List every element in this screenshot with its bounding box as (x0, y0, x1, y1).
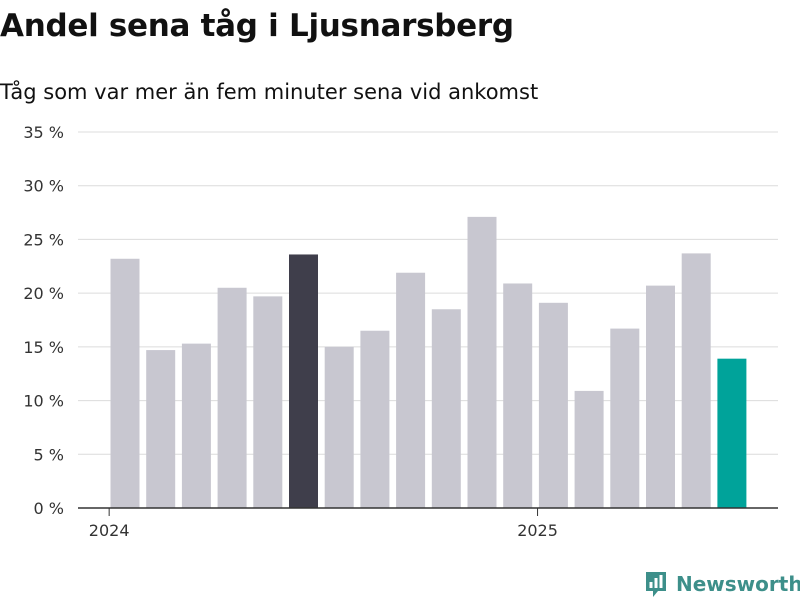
bar (538, 302, 568, 508)
bar-chart: 0 % 5 % 10 % 15 % 20 % 25 % 30 % 35 % 2024 2025 (23, 123, 778, 540)
bar (681, 253, 711, 508)
brand-name: Newsworthy (676, 572, 800, 596)
bar (110, 258, 140, 508)
x-tick-label: 2025 (517, 521, 558, 540)
y-tick-label: 20 % (23, 284, 64, 303)
y-tick-label: 5 % (34, 445, 64, 464)
bar (717, 358, 747, 508)
bar (253, 296, 283, 508)
bar (146, 350, 176, 508)
y-tick-label: 30 % (23, 177, 64, 196)
bar (467, 216, 497, 508)
bar (396, 272, 426, 508)
y-tick-label: 10 % (23, 392, 64, 411)
bar (503, 283, 533, 508)
newsworthy-logo-icon (646, 572, 666, 597)
y-tick-label: 25 % (23, 230, 64, 249)
bar (289, 254, 318, 508)
bar (217, 287, 247, 508)
y-axis-ticks: 0 % 5 % 10 % 15 % 20 % 25 % 30 % 35 % (23, 123, 64, 518)
chart-subtitle: Tåg som var mer än fem minuter sena vid … (0, 80, 539, 104)
x-axis-ticks: 2024 2025 (89, 508, 558, 540)
y-tick-label: 15 % (23, 338, 64, 357)
x-tick-label: 2024 (89, 521, 130, 540)
bar (324, 346, 354, 508)
bar (431, 309, 461, 508)
bar (574, 390, 604, 508)
bars (110, 216, 747, 508)
bar (646, 285, 675, 508)
y-tick-label: 35 % (23, 123, 64, 142)
bar (360, 330, 390, 508)
bar (610, 328, 640, 508)
newsworthy-logo: Newsworthy (644, 569, 800, 599)
y-tick-label: 0 % (34, 499, 64, 518)
bar (181, 343, 211, 508)
chart-title: Andel sena tåg i Ljusnarsberg (0, 8, 514, 44)
